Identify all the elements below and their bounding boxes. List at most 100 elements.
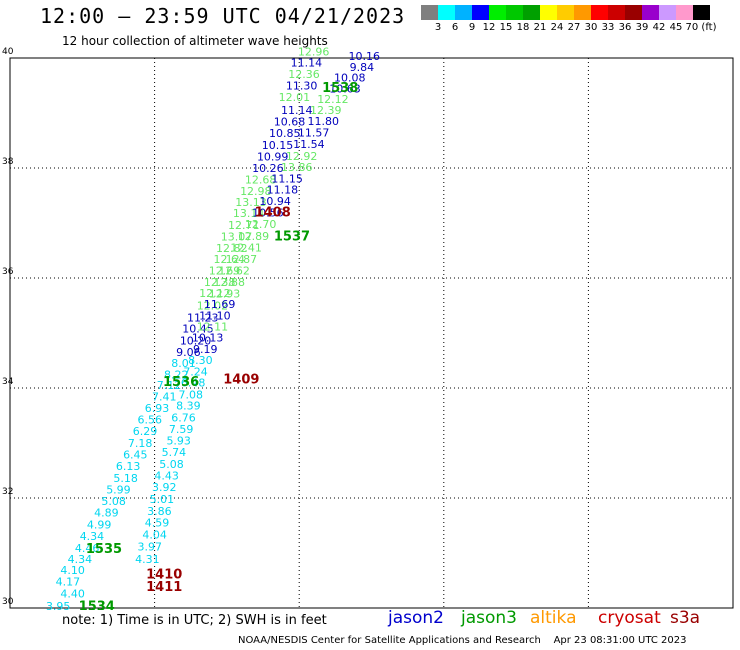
- wave-height-label: 3.95: [46, 600, 71, 610]
- wave-height-label: 5.93: [166, 434, 191, 447]
- chart-title: 12:00 – 23:59 UTC 04/21/2023: [40, 4, 406, 28]
- wave-height-label: 12.12: [317, 93, 349, 106]
- pass-time-label: 1408: [255, 206, 291, 221]
- wave-height-label: 11.10: [199, 310, 231, 323]
- color-swatch: [625, 5, 642, 20]
- wave-height-label: 10.15: [262, 139, 294, 152]
- color-scale-label: 15: [499, 22, 513, 33]
- wave-height-label: 7.41: [152, 390, 177, 403]
- wave-height-label: 3.86: [147, 505, 172, 518]
- wave-height-label: 11.30: [286, 80, 318, 93]
- wave-height-label: 4.04: [142, 528, 167, 541]
- color-swatch: [506, 5, 523, 20]
- wave-height-label: 6.93: [145, 402, 170, 415]
- wave-height-label: 11.14: [281, 104, 313, 117]
- wave-height-label: 12.96: [298, 46, 330, 59]
- wave-height-label: 7.12: [157, 379, 182, 392]
- color-scale-label: 24: [550, 22, 564, 33]
- color-swatch: [574, 5, 591, 20]
- wave-height-label: 4.34: [80, 530, 105, 543]
- wave-height-label: 10.08: [334, 71, 366, 84]
- wave-height-label: 10.99: [257, 151, 289, 164]
- wave-height-label: 7.24: [183, 366, 208, 379]
- color-swatch: [438, 5, 455, 20]
- wave-height-label: 12.01: [279, 91, 311, 104]
- wave-height-label: 12.82: [216, 242, 248, 255]
- mission-label-s3a: s3a: [670, 608, 701, 628]
- color-scale-label: 45: [669, 22, 683, 33]
- wave-height-label: 4.10: [60, 564, 85, 577]
- units-note: note: 1) Time is in UTC; 2) SWH is in fe…: [62, 613, 327, 628]
- wave-height-label: 11.14: [291, 57, 323, 70]
- mission-label-jason3: jason3: [461, 608, 517, 628]
- wave-height-label: 11.15: [271, 173, 303, 186]
- y-tick-label: 30: [2, 597, 14, 607]
- wave-height-label: 7.18: [128, 437, 153, 450]
- color-swatch: [608, 5, 625, 20]
- wave-height-label: 8.30: [188, 354, 213, 367]
- wave-height-label: 10.13: [192, 332, 224, 345]
- color-swatch: [591, 5, 608, 20]
- wave-height-label: 7.08: [179, 389, 204, 402]
- pass-time-label: 1535: [86, 542, 122, 557]
- wave-height-label: 12.36: [288, 68, 320, 81]
- wave-height-label: 4.40: [60, 587, 85, 600]
- color-swatch: [676, 5, 693, 20]
- color-scale-label: 18: [516, 22, 530, 33]
- wave-height-label: 13.13: [235, 196, 267, 209]
- color-scale-label: 3: [434, 22, 442, 33]
- wave-height-label: 11.54: [293, 138, 325, 151]
- wave-height-label: 4.46: [75, 542, 100, 555]
- color-swatch: [557, 5, 574, 20]
- wave-height-label: 5.01: [150, 493, 175, 506]
- pass-time-label: 1534: [79, 599, 115, 610]
- wave-height-label: 5.99: [106, 483, 131, 496]
- pass-time-label: 1536: [163, 375, 199, 390]
- wave-height-label: 9.19: [193, 343, 218, 356]
- pass-time-label: 1409: [223, 372, 259, 387]
- wave-height-label: 12.88: [214, 276, 246, 289]
- wave-height-label: 11.18: [267, 184, 299, 197]
- color-scale-legend: 3 6 9 12 15 18 21 24 27 30 33 36 39 42 45 70 (ft): [421, 5, 740, 34]
- wave-height-label: 11.23: [187, 312, 219, 325]
- color-scale-swatches: [421, 5, 740, 20]
- wave-height-label: 12.70: [245, 218, 277, 231]
- wave-height-label: 12.12: [199, 287, 231, 300]
- wave-height-label: 12.02: [197, 300, 229, 313]
- wave-height-label: 13.86: [281, 161, 313, 174]
- wave-height-label: 4.59: [145, 516, 170, 529]
- y-tick-label: 34: [2, 377, 14, 387]
- chart-subtitle: 12 hour collection of altimeter wave hei…: [62, 34, 328, 48]
- wave-height-label: 12.71: [228, 219, 260, 232]
- wave-height-label: 7.59: [169, 423, 194, 436]
- wave-height-label: 10.68: [274, 115, 306, 128]
- color-swatch: [523, 5, 540, 20]
- wave-height-label: 4.99: [87, 519, 112, 532]
- y-tick-label: 32: [2, 487, 13, 497]
- wave-height-label: 11.69: [204, 298, 236, 311]
- wave-height-label: 12.89: [238, 230, 270, 243]
- wave-height-label: 5.08: [159, 458, 184, 471]
- wave-height-label: 6.13: [116, 460, 141, 473]
- color-swatch: [489, 5, 506, 20]
- wave-height-label: 10.85: [269, 127, 301, 140]
- color-scale-label: 70 (ft): [685, 22, 717, 33]
- y-tick-label: 40: [2, 47, 14, 57]
- wave-height-label: 10.20: [180, 334, 212, 347]
- color-scale-label: 39: [635, 22, 649, 33]
- wave-height-label: 11.80: [308, 115, 340, 128]
- color-swatch: [693, 5, 710, 20]
- y-tick-label: 36: [2, 267, 14, 277]
- wave-height-label: 10.63: [329, 82, 361, 95]
- wave-height-label: 10.45: [182, 323, 214, 336]
- wave-height-label: 8.01: [171, 357, 196, 370]
- wave-height-label: 6.76: [171, 411, 196, 424]
- wave-height-label: 6.45: [123, 449, 148, 462]
- mission-label-cryosat: cryosat: [598, 608, 661, 628]
- wave-height-label: 12.41: [230, 241, 262, 254]
- wave-height-label: 13.07: [221, 230, 253, 243]
- wave-height-label: 3.92: [152, 481, 177, 494]
- pass-time-label: 1410: [146, 568, 182, 583]
- color-scale-label: 36: [618, 22, 632, 33]
- wave-height-label: 4.43: [154, 470, 179, 483]
